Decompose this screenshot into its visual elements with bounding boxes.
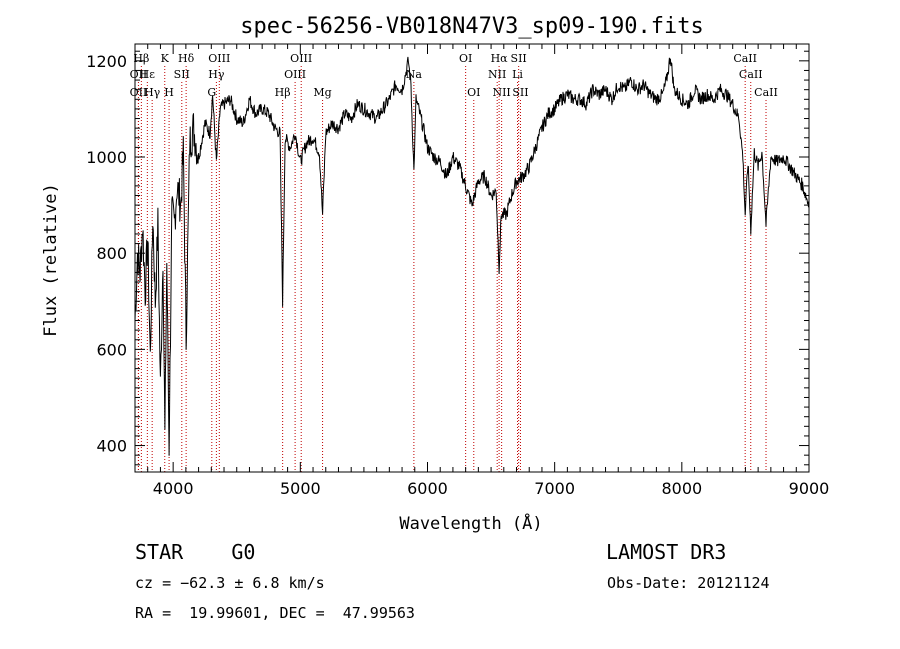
line-label-11: G [207, 86, 216, 99]
spectrum-line [134, 56, 810, 456]
y-tick-label-400: 400 [96, 437, 127, 456]
line-label-19: NII [488, 68, 506, 81]
line-label-6: H [164, 86, 174, 99]
line-label-7: SII [174, 68, 190, 81]
chart-title: spec-56256-VB018N47V3_sp09-190.fits [240, 14, 704, 39]
x-axis-label: Wavelength (Å) [399, 512, 542, 534]
line-label-10: Hγ [208, 68, 225, 81]
line-label-21: Hα [491, 52, 509, 65]
obs-date-label: Obs-Date: 20121124 [607, 574, 770, 592]
line-label-16: Na [406, 68, 423, 81]
subclass-label: G0 [231, 540, 256, 564]
y-axis: 400 600 800 1000 1200 [86, 50, 809, 466]
line-label-12: Hβ [275, 86, 291, 99]
x-tick-label-7000: 7000 [534, 479, 575, 498]
y-tick-label-600: 600 [96, 340, 127, 359]
line-label-5: K [161, 52, 170, 65]
line-label-23: Li [512, 68, 523, 81]
y-tick-label-1000: 1000 [86, 148, 127, 167]
x-axis: 4000 5000 6000 7000 8000 9000 [134, 44, 830, 498]
line-label-25: CaII [733, 52, 757, 65]
redshift-label: cz = −62.3 ± 6.8 km/s [135, 574, 325, 592]
survey-label: LAMOST DR3 [606, 540, 727, 564]
y-tick-label-1200: 1200 [86, 52, 127, 71]
line-label-2: OII [130, 86, 148, 99]
line-label-4: Hγ [144, 86, 161, 99]
line-label-9: OIII [208, 52, 230, 65]
line-label-17: OI [459, 52, 472, 65]
line-label-24: SII [512, 86, 528, 99]
y-axis-label: Flux (relative) [41, 183, 61, 337]
line-label-20: NII [492, 86, 510, 99]
line-label-13: OIII [284, 68, 306, 81]
spectrum-chart: spec-56256-VB018N47V3_sp09-190.fits Hβ OI… [41, 14, 830, 534]
line-label-0: Hβ [133, 52, 149, 65]
object-class: STAR G0 [135, 540, 255, 564]
line-label-3: Hε [140, 68, 156, 81]
line-label-26: CaII [739, 68, 763, 81]
line-label-8: Hδ [178, 52, 195, 65]
x-tick-label-5000: 5000 [280, 479, 321, 498]
coordinates-label: RA = 19.99601, DEC = 47.99563 [135, 604, 415, 622]
line-label-18: OI [467, 86, 480, 99]
x-tick-label-4000: 4000 [153, 479, 194, 498]
class-label: STAR [135, 540, 184, 564]
line-label-22: SII [511, 52, 527, 65]
line-label-27: CaII [754, 86, 778, 99]
x-tick-label-8000: 8000 [661, 479, 702, 498]
line-label-1: OII [130, 68, 148, 81]
line-label-14: OIII [290, 52, 312, 65]
x-tick-label-6000: 6000 [407, 479, 448, 498]
y-tick-label-800: 800 [96, 244, 127, 263]
line-label-15: Mg [313, 86, 331, 99]
plot-frame [134, 43, 810, 473]
x-tick-label-9000: 9000 [789, 479, 830, 498]
